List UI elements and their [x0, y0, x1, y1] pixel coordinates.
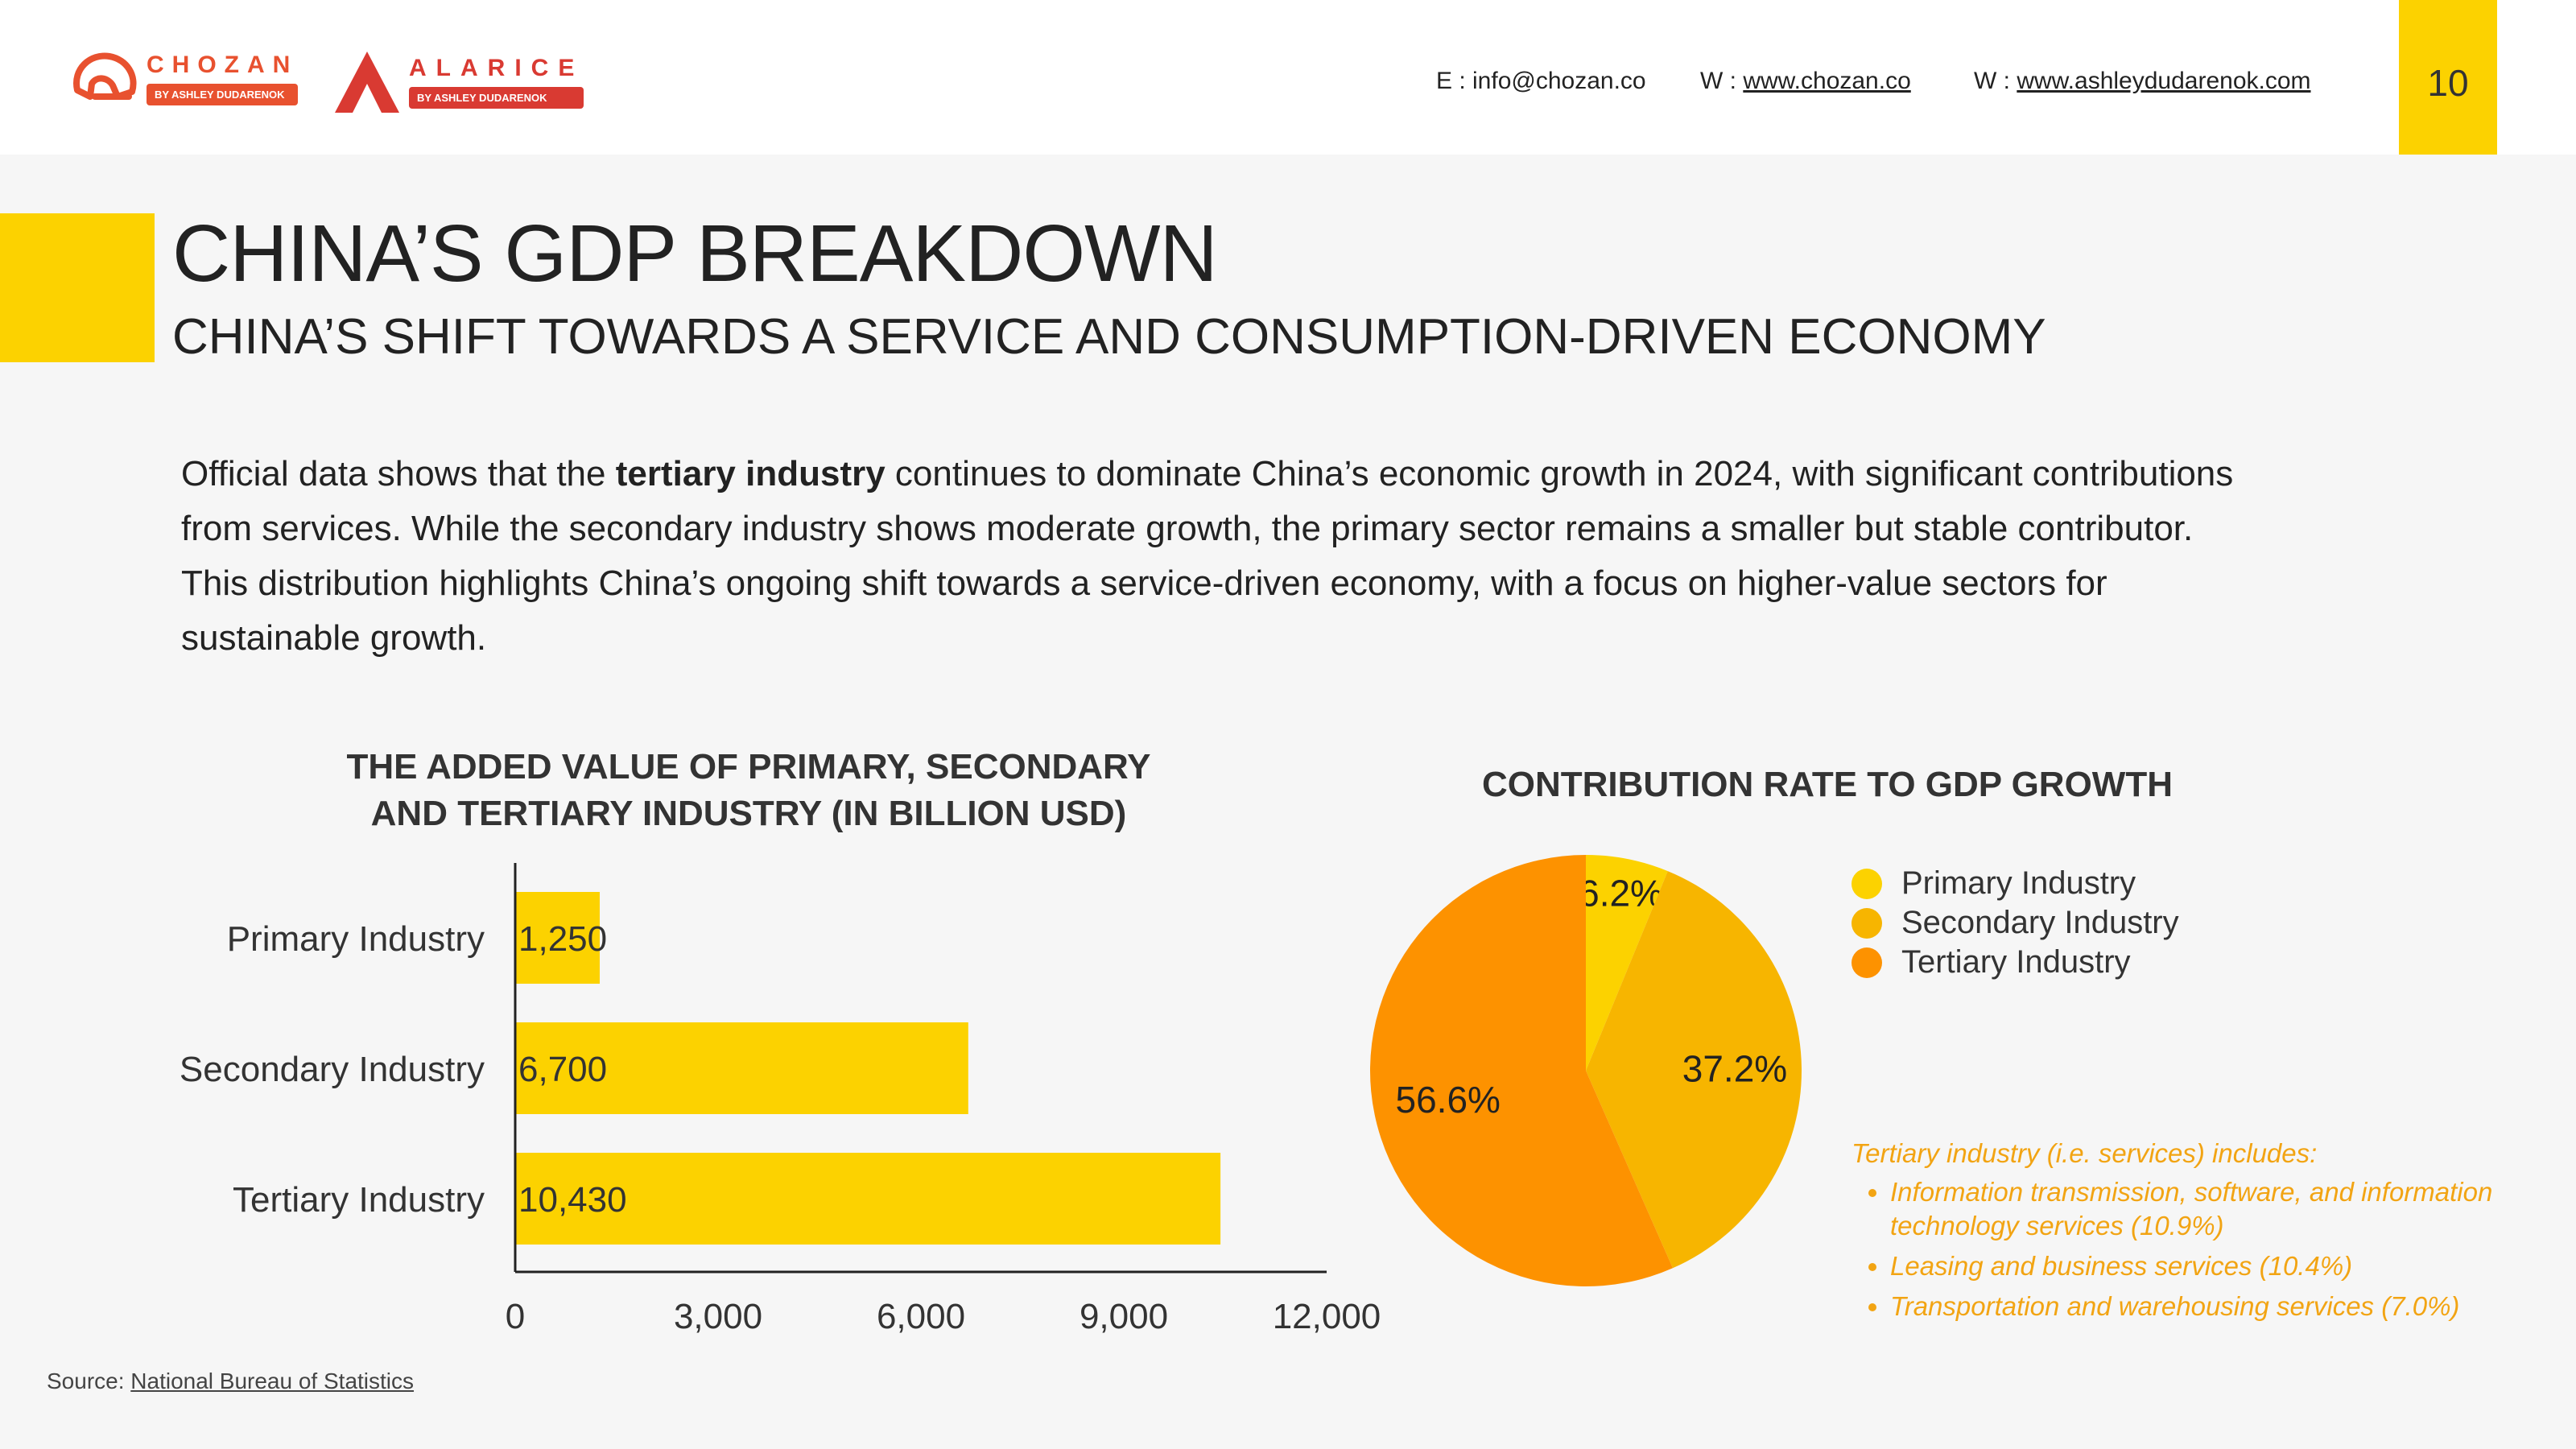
chozan-wordmark: CHOZAN — [147, 51, 299, 78]
intro-text-end: continues to dominate China’s economic g… — [181, 454, 2234, 658]
contact-website-prefix: W : — [1974, 68, 2017, 94]
page-number: 10 — [2427, 62, 2469, 104]
contact-website-prefix: W : — [1700, 68, 1744, 94]
note-heading: Tertiary industry (i.e. services) includ… — [1852, 1138, 2318, 1168]
legend-swatch-tertiary — [1852, 947, 1882, 978]
x-tick-label: 0 — [506, 1297, 525, 1336]
content-background — [0, 155, 2576, 1449]
bar-1 — [515, 1022, 968, 1114]
intro-paragraph: Official data shows that the tertiary in… — [181, 447, 2242, 666]
pie-legend: Primary Industry Secondary Industry Tert… — [1852, 864, 2179, 982]
chozan-logo[interactable]: CHOZAN BY ASHLEY DUDARENOK — [69, 48, 299, 109]
bar-value-label: 6,700 — [518, 1050, 607, 1089]
contact-website-chozan: W : www.chozan.co — [1700, 68, 1911, 95]
contact-website-ashley: W : www.ashleydudarenok.com — [1974, 68, 2311, 95]
legend-item-secondary: Secondary Industry — [1852, 903, 2179, 943]
pie-value-label: 56.6% — [1396, 1079, 1501, 1121]
title-accent-block — [0, 213, 155, 362]
tertiary-services-note: Tertiary industry (i.e. services) includ… — [1852, 1137, 2520, 1330]
pie-chart-title: CONTRIBUTION RATE TO GDP GROWTH — [1482, 765, 2173, 804]
bar-chart: Primary Industry 1,250 Secondary Industry 6… — [180, 863, 1381, 1336]
legend-swatch-secondary — [1852, 907, 1882, 939]
pie-slice-2 — [1369, 855, 1673, 1286]
pie-value-label: 37.2% — [1682, 1048, 1787, 1090]
alarice-tagline: BY ASHLEY DUDARENOK — [409, 86, 584, 109]
bar-chart-title-line-1: THE ADDED VALUE OF PRIMARY, SECONDARY — [346, 747, 1151, 786]
page-subtitle: CHINA’S SHIFT TOWARDS A SERVICE AND CONS… — [172, 309, 2046, 365]
pie-chart: 6.2% 37.2% 56.6% — [1369, 855, 1802, 1286]
chozan-website-link[interactable]: www.chozan.co — [1743, 68, 1911, 94]
note-item: Transportation and warehousing services … — [1890, 1290, 2520, 1323]
alarice-logo[interactable]: ALARICE BY ASHLEY DUDARENOK — [332, 48, 584, 116]
source-link[interactable]: National Bureau of Statistics — [130, 1368, 415, 1393]
intro-highlight: tertiary industry — [615, 454, 886, 493]
category-label: Tertiary Industry — [233, 1180, 485, 1220]
bar-value-label: 1,250 — [518, 919, 607, 959]
chozan-tagline: BY ASHLEY DUDARENOK — [147, 83, 299, 105]
x-tick-label: 3,000 — [674, 1297, 762, 1336]
ashley-website-link[interactable]: www.ashleydudarenok.com — [2017, 68, 2311, 94]
x-tick-label: 9,000 — [1080, 1297, 1168, 1336]
note-list: Information transmission, software, and … — [1852, 1175, 2520, 1323]
x-tick-label: 6,000 — [877, 1297, 965, 1336]
bar-value-label: 10,430 — [518, 1180, 627, 1220]
pie-slice-1 — [1586, 871, 1802, 1269]
legend-label-primary: Primary Industry — [1901, 865, 2136, 901]
bar-2 — [515, 1153, 1221, 1245]
chozan-helmet-icon — [73, 52, 137, 100]
pie-value-label: 6.2% — [1579, 872, 1663, 914]
legend-swatch-primary — [1852, 868, 1882, 899]
bar-chart-title: THE ADDED VALUE OF PRIMARY, SECONDARY AN… — [266, 744, 1232, 837]
bar-0 — [515, 892, 600, 984]
source-prefix: Source: — [47, 1368, 131, 1393]
alarice-wordmark: ALARICE — [409, 54, 584, 81]
alarice-a-icon — [335, 52, 399, 113]
contact-email: E : info@chozan.co — [1436, 68, 1646, 94]
legend-label-secondary: Secondary Industry — [1901, 905, 2179, 940]
bar-chart-title-line-2: AND TERTIARY INDUSTRY (IN BILLION USD) — [370, 794, 1127, 833]
x-tick-label: 12,000 — [1273, 1297, 1381, 1336]
page-title: CHINA’S GDP BREAKDOWN — [172, 208, 1218, 299]
intro-text-start: Official data shows that the — [181, 454, 616, 493]
note-item: Leasing and business services (10.4%) — [1890, 1249, 2520, 1283]
page-number-box: 10 — [2399, 0, 2497, 155]
legend-item-tertiary: Tertiary Industry — [1852, 943, 2179, 982]
source-citation: Source: National Bureau of Statistics — [47, 1368, 414, 1394]
legend-item-primary: Primary Industry — [1852, 864, 2179, 903]
legend-label-tertiary: Tertiary Industry — [1901, 944, 2131, 980]
category-label: Secondary Industry — [180, 1050, 485, 1089]
pie-slice-0 — [1586, 855, 1668, 1071]
category-label: Primary Industry — [227, 919, 485, 959]
header-bar — [0, 0, 2576, 155]
note-item: Information transmission, software, and … — [1890, 1175, 2520, 1243]
